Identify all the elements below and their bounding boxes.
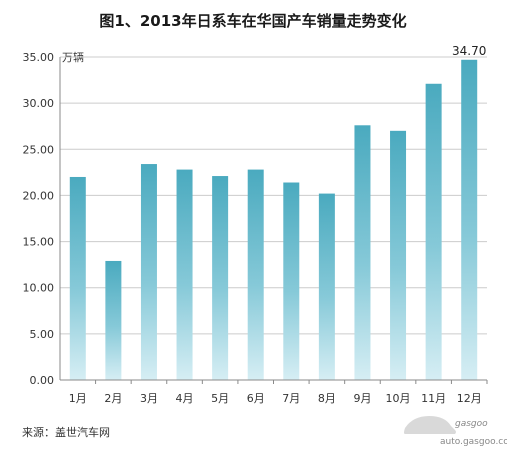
bar <box>354 125 371 380</box>
y-tick-label: 10.00 <box>23 282 55 295</box>
x-tick-label: 8月 <box>318 392 336 405</box>
bar <box>212 176 229 380</box>
y-tick-label: 0.00 <box>30 374 55 387</box>
y-tick-label: 35.00 <box>23 51 55 64</box>
x-tick-label: 9月 <box>353 392 371 405</box>
x-tick-label: 1月 <box>69 392 87 405</box>
car-logo-icon <box>404 416 456 434</box>
gridlines <box>60 56 487 335</box>
bar <box>461 59 478 381</box>
bar <box>176 169 193 380</box>
bar <box>318 193 335 380</box>
y-tick-label: 15.00 <box>23 236 55 249</box>
bar <box>247 169 264 380</box>
gasgoo-watermark: gasgoo auto.gasgoo.com <box>404 416 507 447</box>
bars <box>69 59 478 381</box>
data-label: 34.70 <box>452 44 486 58</box>
watermark-url: auto.gasgoo.com <box>440 437 507 447</box>
x-tick-label: 3月 <box>140 392 158 405</box>
x-tick-label: 10月 <box>386 392 411 405</box>
source-note: 来源：盖世汽车网 <box>22 425 110 439</box>
x-tick-label: 6月 <box>247 392 265 405</box>
x-tick-label: 11月 <box>421 392 446 405</box>
y-tick-label: 25.00 <box>23 143 55 156</box>
x-tick-label: 2月 <box>104 392 122 405</box>
bar <box>390 130 407 380</box>
y-tick-label: 20.00 <box>23 189 55 202</box>
axes <box>59 57 488 384</box>
chart-title: 图1、2013年日系车在华国产车销量走势变化 <box>99 12 406 30</box>
labels: 0.00 5.00 10.00 15.00 20.00 25.00 30.00 35.00 1月… <box>23 44 487 405</box>
x-tick-label: 5月 <box>211 392 229 405</box>
bar <box>283 182 300 380</box>
y-tick-label: 5.00 <box>30 328 55 341</box>
bar <box>140 164 157 380</box>
bar <box>425 83 442 381</box>
x-tick-label: 4月 <box>176 392 194 405</box>
watermark-brand: gasgoo <box>455 419 488 429</box>
x-tick-label: 7月 <box>282 392 300 405</box>
bar <box>69 176 86 380</box>
x-tick-label: 12月 <box>457 392 482 405</box>
y-tick-label: 30.00 <box>23 97 55 110</box>
bar <box>105 260 122 380</box>
